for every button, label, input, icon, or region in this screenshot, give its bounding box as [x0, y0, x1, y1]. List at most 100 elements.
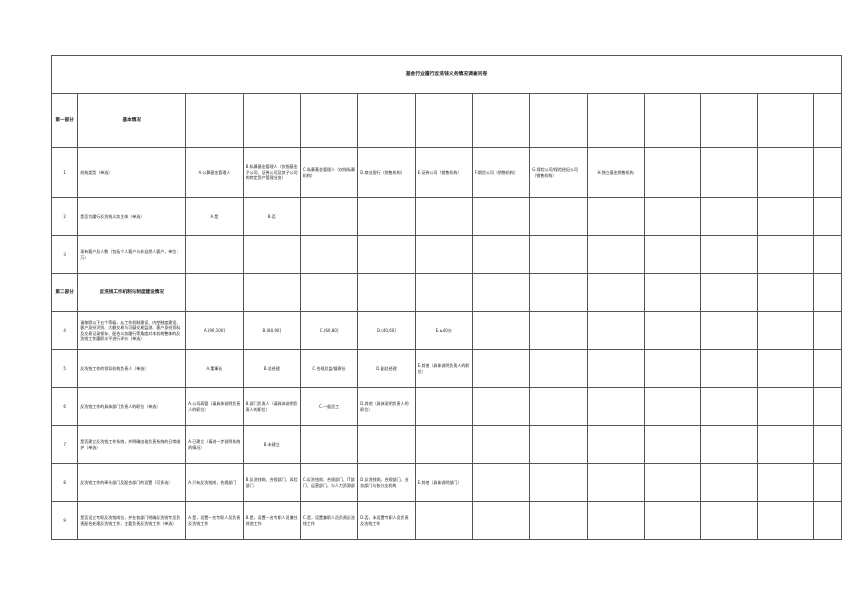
answer-option[interactable]: C.私募基金管理人（仅指私募机构）	[299, 147, 359, 198]
answer-option[interactable]: E.其他（具体说明部门）	[414, 463, 473, 502]
question-number: 5	[50, 349, 79, 388]
empty-cell	[357, 273, 416, 312]
answer-option[interactable]: D.副总经理	[357, 349, 416, 388]
empty-cell	[700, 463, 758, 502]
empty-cell	[242, 93, 301, 148]
empty-cell	[471, 197, 531, 236]
question-text: 是否建立反洗钱工作系统，并明确由谁负责系统的日常维护（单选）	[77, 425, 187, 464]
answer-option[interactable]: C.是，设置兼职人员负责反洗钱工作	[299, 501, 359, 540]
empty-cell	[414, 235, 473, 274]
empty-cell	[471, 349, 531, 388]
answer-option[interactable]: D.(40,60]	[357, 311, 416, 350]
empty-cell	[756, 425, 815, 464]
answer-option[interactable]: A.已建立（请进一步说明系统的情况）	[185, 425, 244, 464]
answer-option[interactable]: D.其他（具体说明负责人的职位）	[357, 387, 416, 426]
question-text: 反洗钱工作的牵头部门及配合部门的设置（可多选）	[77, 463, 187, 502]
answer-option[interactable]: B.(80,90]	[242, 311, 301, 350]
answer-option[interactable]: E.≤40分	[414, 311, 473, 350]
answer-option[interactable]: B.未建立	[242, 425, 301, 464]
empty-cell	[643, 387, 702, 426]
answer-option[interactable]: A.是，设置一名专职人员负责反洗钱工作	[185, 501, 244, 540]
answer-option[interactable]: C.一般员工	[299, 387, 359, 426]
empty-cell	[756, 147, 815, 198]
question-text: 请按照以下五个等级，从工作机制建设、内控制度建设、客户身份识别、大额交易与可疑交…	[77, 311, 187, 350]
answer-option[interactable]: F.期货公司（销售机构）	[471, 147, 531, 198]
empty-cell	[586, 311, 645, 350]
title-row: 基金行业履行反洗钱义务情况调查问卷	[51, 55, 842, 94]
empty-cell	[471, 463, 531, 502]
answer-option[interactable]: B.私募基金管理人（仅指基金子公司、证券公司及其子公司的特定资产管理业务）	[242, 147, 301, 198]
answer-option[interactable]: H.独立基金销售机构	[586, 147, 645, 198]
empty-cell	[471, 235, 531, 274]
answer-option[interactable]: E.证券公司（销售机构）	[414, 147, 473, 198]
answer-option[interactable]: C.反洗钱岗、合规部门、IT部门、运营部门，与人力资源部	[299, 463, 359, 502]
question-row: 7 是否建立反洗钱工作系统，并明确由谁负责系统的日常维护（单选） A.已建立（请进一…	[50, 425, 842, 464]
question-text: 机构类型（单选）	[77, 147, 187, 198]
answer-option[interactable]: B.总经理	[242, 349, 301, 388]
question-text: 反洗钱工作的具体部门负责人的职位（单选）	[77, 387, 187, 426]
empty-cell	[756, 387, 815, 426]
empty-cell	[299, 93, 359, 148]
empty-cell	[242, 273, 301, 312]
empty-cell	[700, 425, 758, 464]
empty-cell	[700, 147, 758, 198]
empty-cell	[299, 425, 359, 464]
answer-option[interactable]: G.保险公司/保险经纪公司（销售机构）	[529, 147, 588, 198]
question-number: 9	[50, 501, 79, 540]
section-title: 反洗钱工作机制与制度建设情况	[77, 273, 187, 312]
answer-option[interactable]: B.否	[242, 197, 301, 236]
answer-option[interactable]: D.否，未设置专职人员负责反洗钱工作	[357, 501, 416, 540]
empty-cell	[529, 463, 588, 502]
answer-option[interactable]: C.合规总监/督察长	[299, 349, 359, 388]
empty-cell	[700, 311, 758, 350]
answer-option[interactable]: A.(90,100]	[185, 311, 244, 350]
empty-cell	[756, 235, 815, 274]
empty-cell	[756, 501, 815, 540]
empty-cell	[586, 93, 645, 148]
empty-cell	[643, 273, 702, 312]
section-title: 基本情况	[77, 93, 187, 148]
empty-cell	[813, 463, 842, 502]
empty-cell	[185, 235, 244, 274]
empty-cell	[700, 501, 758, 540]
empty-cell	[242, 235, 301, 274]
answer-option[interactable]: B.反洗钱岗、合规部门、风险部门	[242, 463, 301, 502]
empty-cell	[813, 147, 842, 198]
answer-option[interactable]: B.是，设置一名专职人员兼任其他工作	[242, 501, 301, 540]
question-row: 6 反洗钱工作的具体部门负责人的职位（单选） A.公司高管（请具体说明负责人的职位）…	[50, 387, 842, 426]
question-number: 3	[50, 235, 79, 274]
empty-cell	[471, 425, 531, 464]
answer-option[interactable]: C.(60,80]	[299, 311, 359, 350]
answer-option[interactable]: A.只有反洗钱岗，合规部门	[185, 463, 244, 502]
answer-option[interactable]: A.是	[185, 197, 244, 236]
question-row: 1 机构类型（单选） A.公募基金管理人 B.私募基金管理人（仅指基金子公司、证券公司…	[50, 147, 842, 198]
answer-option[interactable]: A.公募基金管理人	[185, 147, 244, 198]
section-row: 第二部分 反洗钱工作机制与制度建设情况	[50, 273, 842, 312]
empty-cell	[471, 93, 531, 148]
questionnaire-table: 基金行业履行反洗钱义务情况调查问卷 第一部分 基本情况 1 机构类型（单选） A.公募基金…	[50, 55, 842, 540]
answer-option[interactable]: A.董事长	[185, 349, 244, 388]
empty-cell	[756, 349, 815, 388]
empty-cell	[185, 93, 244, 148]
answer-option[interactable]: E.其他（具体说明负责人的职位）	[414, 349, 473, 388]
answer-option[interactable]: B.部门负责人（请具体说明负责人的职位）	[242, 387, 301, 426]
empty-cell	[529, 273, 588, 312]
empty-cell	[813, 425, 842, 464]
empty-cell	[414, 501, 473, 540]
empty-cell	[813, 311, 842, 350]
empty-cell	[529, 425, 588, 464]
empty-cell	[357, 197, 416, 236]
question-text: 是否设立专职反洗钱岗位，并在各部门明确反洗钱专员负责配合处理反洗钱工作，主要负责…	[77, 501, 187, 540]
question-row: 3 现有客户总人数（包括个人客户与非自然人客户，单位：万）	[50, 235, 842, 274]
answer-option[interactable]: A.公司高管（请具体说明负责人的职位）	[185, 387, 244, 426]
answer-option[interactable]: D.商业银行（销售机构）	[357, 147, 416, 198]
answer-option[interactable]: D.反洗钱岗、合规部门、业务部门与各分支机构	[357, 463, 416, 502]
empty-cell	[471, 387, 531, 426]
empty-cell	[586, 387, 645, 426]
empty-cell	[700, 387, 758, 426]
empty-cell	[700, 349, 758, 388]
empty-cell	[813, 501, 842, 540]
empty-cell	[700, 93, 758, 148]
section-number: 第二部分	[50, 273, 79, 312]
question-text: 现有客户总人数（包括个人客户与非自然人客户，单位：万）	[77, 235, 187, 274]
